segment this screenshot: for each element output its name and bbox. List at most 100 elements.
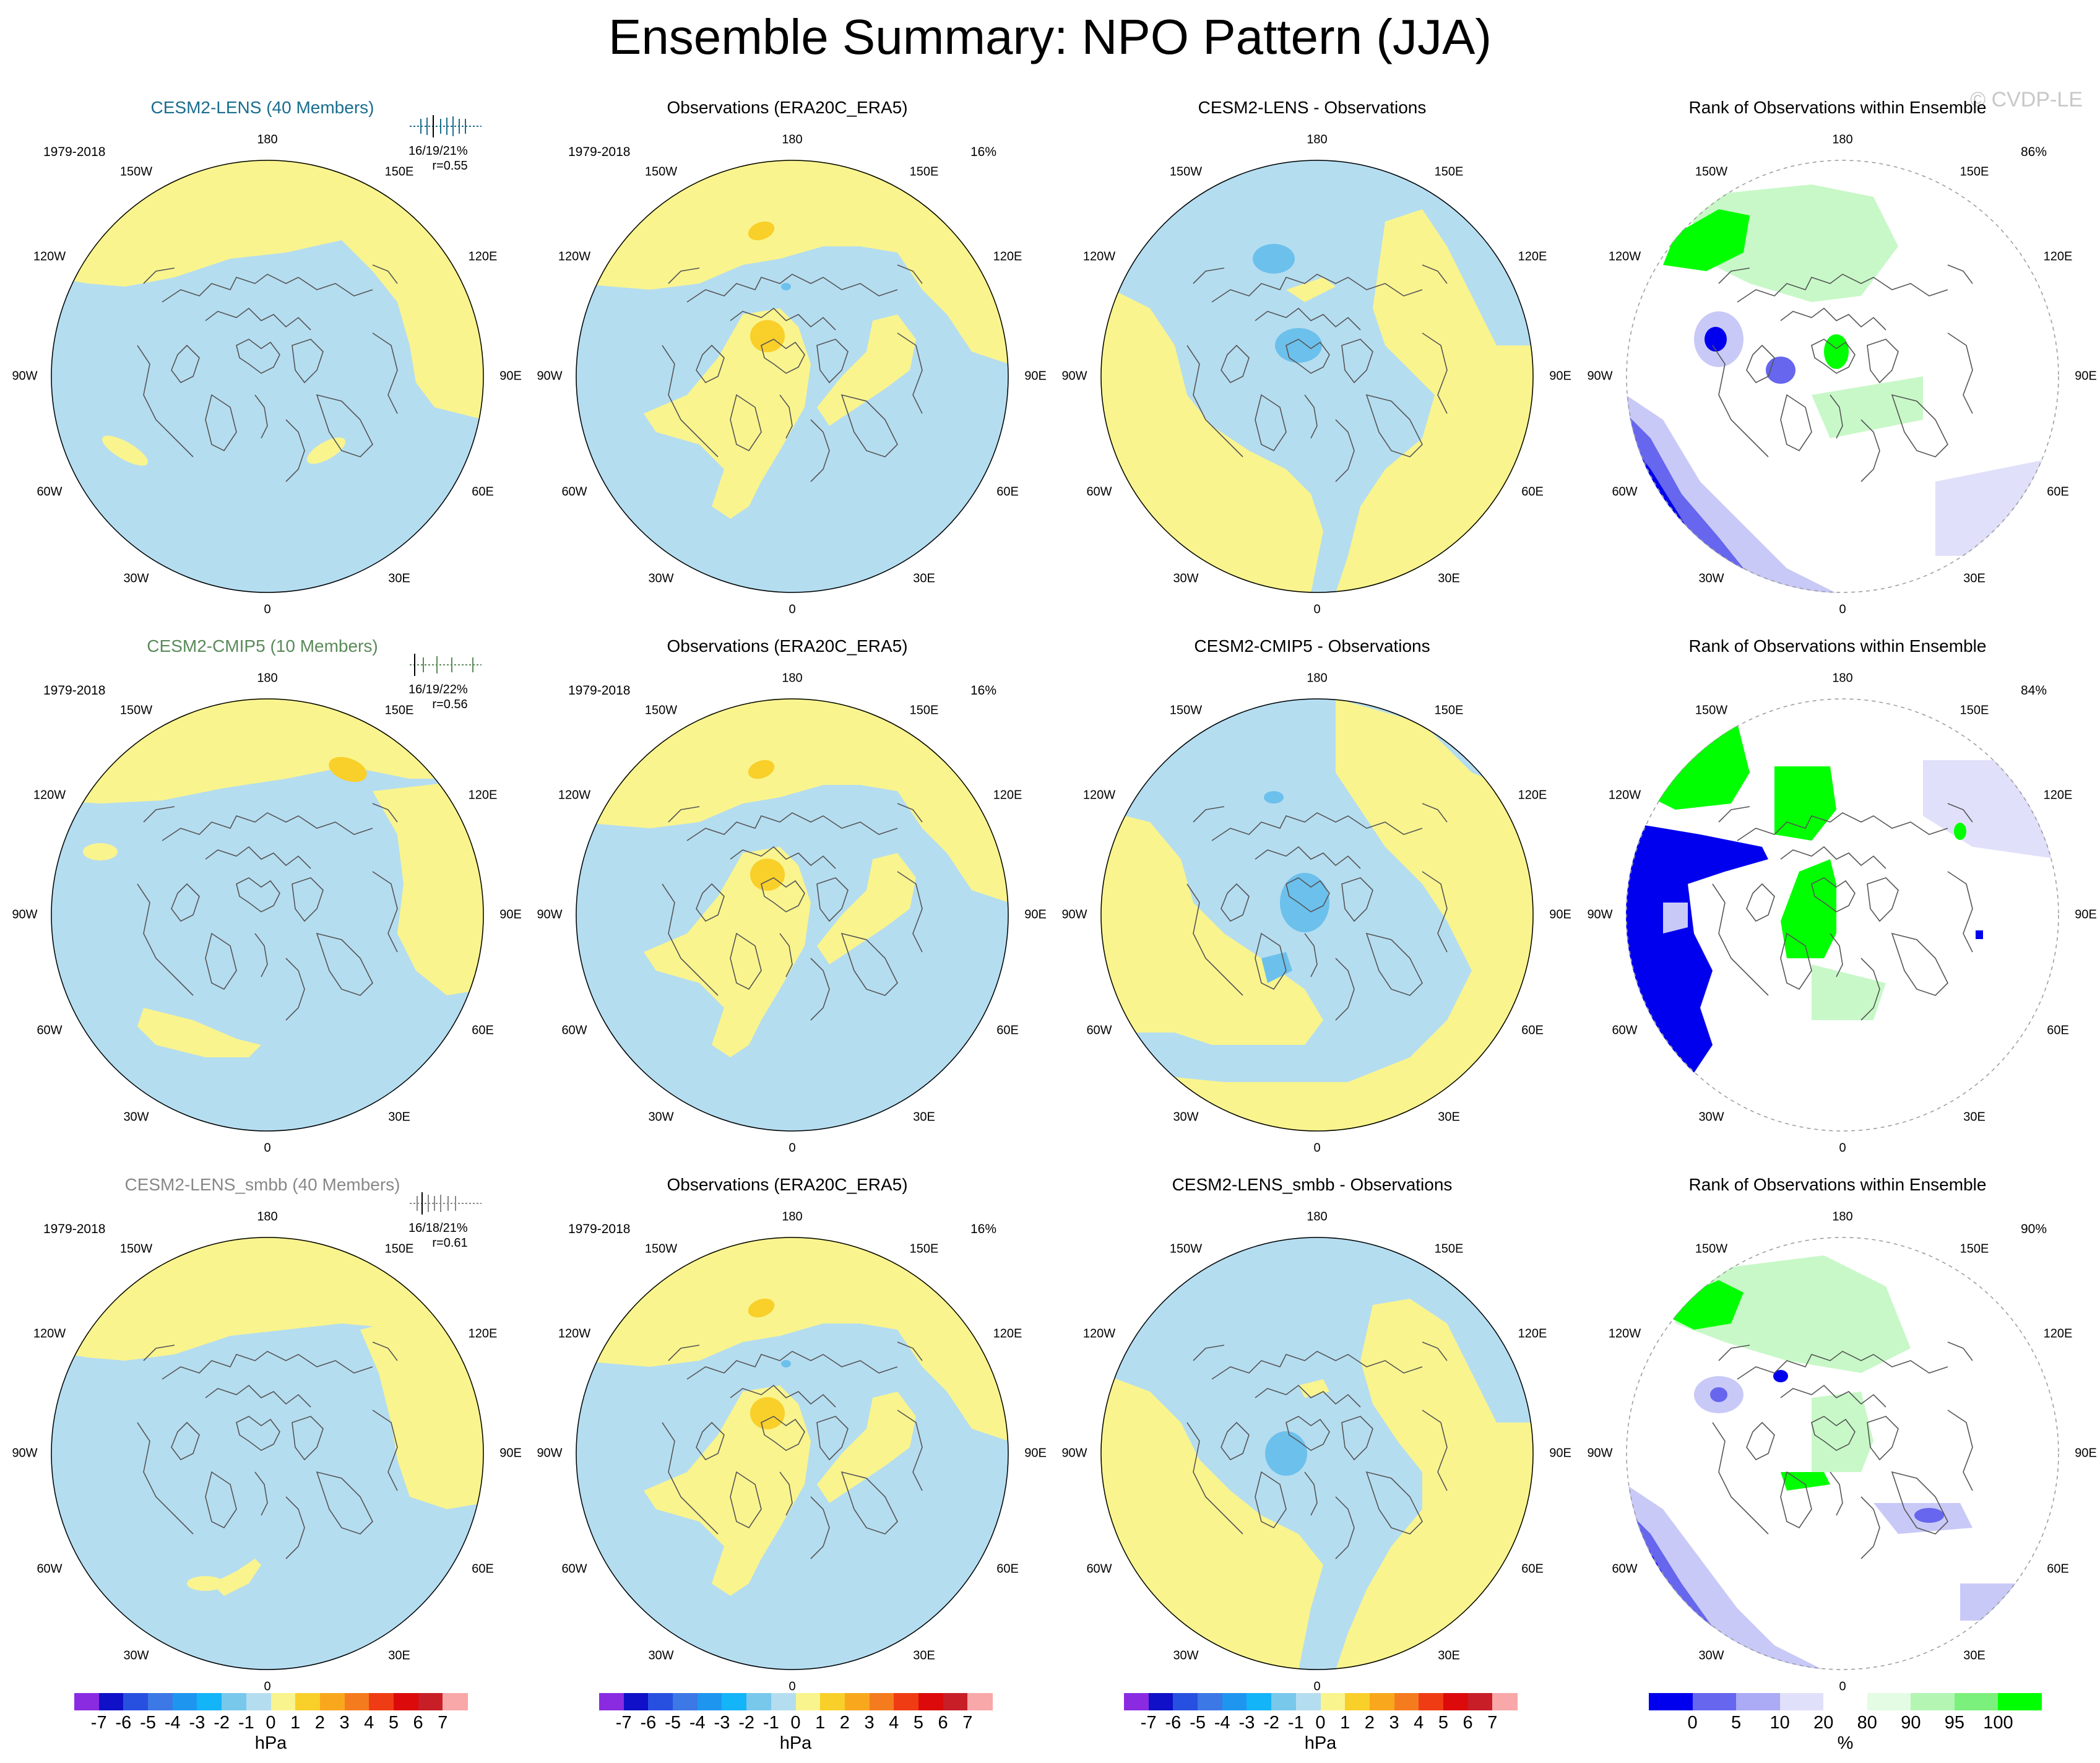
lon-label-120e: 120E [2043, 249, 2073, 264]
lon-label-60w: 60W [1612, 1023, 1638, 1037]
diff-title: CESM2-CMIP5 - Observations [1194, 636, 1430, 656]
lon-label-90w: 90W [537, 907, 563, 922]
ensemble-spread-sparkline [410, 1192, 482, 1215]
lon-label-150e: 150E [909, 1242, 939, 1256]
lon-label-60w: 60W [1612, 485, 1638, 499]
colorbar-swatch [697, 1693, 722, 1710]
colorbar-swatch [393, 1693, 419, 1710]
colorbar-tick-label: -4 [1214, 1713, 1230, 1733]
ensemble-spread-sparkline [410, 654, 482, 676]
lon-label-0: 0 [1313, 602, 1321, 617]
lon-label-0: 0 [789, 1141, 796, 1155]
lon-label-150e: 150E [909, 703, 939, 717]
colorbar-swatch [599, 1693, 624, 1710]
colorbar-tick-label: -4 [689, 1713, 706, 1733]
lon-label-0: 0 [1839, 1141, 1846, 1155]
colorbar-swatch [1492, 1693, 1518, 1710]
colorbar-tick-label: -7 [90, 1713, 107, 1733]
panel-model-row2: CESM2-CMIP5 (10 Members) 16/19/22% r=0.5… [0, 625, 525, 1164]
lon-label-180: 180 [257, 132, 278, 147]
panel-rank-row2: Rank of Observations within Ensemble 84%… [1575, 625, 2100, 1164]
panel-rank-row3: Rank of Observations within Ensemble 90%… [1575, 1164, 2100, 1702]
rank-title: Rank of Observations within Ensemble [1688, 1175, 1987, 1194]
obs-title: Observations (ERA20C_ERA5) [667, 636, 908, 656]
panel-obs-row2: Observations (ERA20C_ERA5) 1979-2018 16%… [525, 625, 1050, 1164]
colorbar-tick-label: -7 [1140, 1713, 1157, 1733]
lon-label-120w: 120W [558, 249, 591, 264]
colorbar-swatch [967, 1693, 993, 1710]
lon-label-60e: 60E [472, 485, 494, 499]
lon-label-30w: 30W [1173, 1110, 1199, 1124]
colorbar-tick-label: 100 [1983, 1713, 2013, 1733]
colorbar-tick-label: -1 [238, 1713, 254, 1733]
lon-label-120e: 120E [2043, 1327, 2073, 1341]
lon-label-150w: 150W [1169, 165, 1203, 179]
lon-label-30e: 30E [1963, 1648, 1985, 1663]
colorbar-tick-label: -2 [738, 1713, 755, 1733]
lon-label-120w: 120W [1082, 1327, 1116, 1341]
lon-label-30e: 30E [388, 571, 410, 586]
obs-title: Observations (ERA20C_ERA5) [667, 1175, 908, 1194]
colorbar-unit: hPa [779, 1733, 812, 1753]
model-stats: 16/19/22% r=0.56 [408, 682, 468, 712]
colorbar-tick-label: -6 [640, 1713, 657, 1733]
lon-label-30w: 30W [648, 1110, 674, 1124]
lon-label-90e: 90E [1024, 907, 1047, 922]
colorbar-tick-label: 95 [1944, 1713, 1965, 1733]
lon-label-90w: 90W [1587, 369, 1613, 383]
lon-label-180: 180 [1307, 671, 1328, 685]
lon-label-150e: 150E [1434, 703, 1464, 717]
colorbar-unit: hPa [254, 1733, 287, 1753]
lon-label-90e: 90E [2075, 907, 2097, 922]
colorbar-tick-label: -4 [164, 1713, 181, 1733]
rank-percent: 86% [2021, 145, 2047, 159]
polar-map [1100, 698, 1534, 1132]
period-label: 1979-2018 [568, 1222, 631, 1236]
colorbar-tick-label: -3 [1238, 1713, 1255, 1733]
colorbar-tick-label: 5 [1731, 1713, 1742, 1733]
lon-label-180: 180 [782, 132, 803, 147]
panel-obs-row1: Observations (ERA20C_ERA5) 1979-2018 16%… [525, 87, 1050, 625]
lon-label-90e: 90E [1024, 1446, 1047, 1460]
polar-map [1626, 698, 2059, 1132]
colorbar-tick-label: 7 [1487, 1713, 1498, 1733]
variance-percent: 16% [970, 683, 997, 698]
lon-label-120w: 120W [1082, 249, 1116, 264]
lon-label-0: 0 [264, 1141, 271, 1155]
lon-label-150e: 150E [909, 165, 939, 179]
lon-label-120w: 120W [33, 788, 66, 802]
lon-label-60e: 60E [996, 1562, 1019, 1576]
lon-label-90w: 90W [12, 1446, 38, 1460]
lon-label-60e: 60E [1521, 1023, 1544, 1037]
colorbar-swatch [369, 1693, 394, 1710]
rank-title: Rank of Observations within Ensemble [1688, 98, 1987, 117]
lon-label-120w: 120W [33, 249, 66, 264]
colorbar-swatch [1867, 1693, 1911, 1710]
lon-label-150w: 150W [1695, 1242, 1728, 1256]
lon-label-60w: 60W [1086, 1562, 1112, 1576]
panel-model-row3: CESM2-LENS_smbb (40 Members) 16/18/21% r… [0, 1164, 525, 1702]
stats-percent: 16/18/21% [408, 1221, 468, 1235]
colorbar-tick-label: -1 [763, 1713, 779, 1733]
colorbar-swatch [1998, 1693, 2042, 1710]
colorbar-swatch [1443, 1693, 1469, 1710]
colorbar-swatch [1954, 1693, 1998, 1710]
lon-label-120w: 120W [1082, 788, 1116, 802]
lon-label-120e: 120E [468, 1327, 498, 1341]
lon-label-180: 180 [782, 671, 803, 685]
ensemble-spread-sparkline [410, 115, 482, 137]
colorbar-swatch [1247, 1693, 1272, 1710]
colorbar-swatch [943, 1693, 968, 1710]
colorbar-tick-label: 3 [1389, 1713, 1399, 1733]
colorbar-tick-label: -2 [214, 1713, 230, 1733]
lon-label-150w: 150W [119, 703, 153, 717]
model-stats: 16/19/21% r=0.55 [408, 144, 468, 173]
lon-label-60e: 60E [996, 1023, 1019, 1037]
lon-label-30w: 30W [1173, 571, 1199, 586]
lon-label-150e: 150E [384, 165, 414, 179]
colorbar-tick-label: -5 [1190, 1713, 1206, 1733]
colorbar-tick-label: 80 [1857, 1713, 1877, 1733]
variance-percent: 16% [970, 1222, 997, 1236]
colorbar-tick-label: 1 [815, 1713, 826, 1733]
period-label: 1979-2018 [43, 683, 106, 698]
